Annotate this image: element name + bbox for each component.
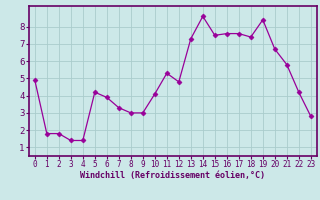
X-axis label: Windchill (Refroidissement éolien,°C): Windchill (Refroidissement éolien,°C): [80, 171, 265, 180]
